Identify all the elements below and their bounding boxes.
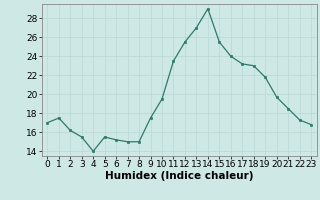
X-axis label: Humidex (Indice chaleur): Humidex (Indice chaleur) (105, 171, 253, 181)
